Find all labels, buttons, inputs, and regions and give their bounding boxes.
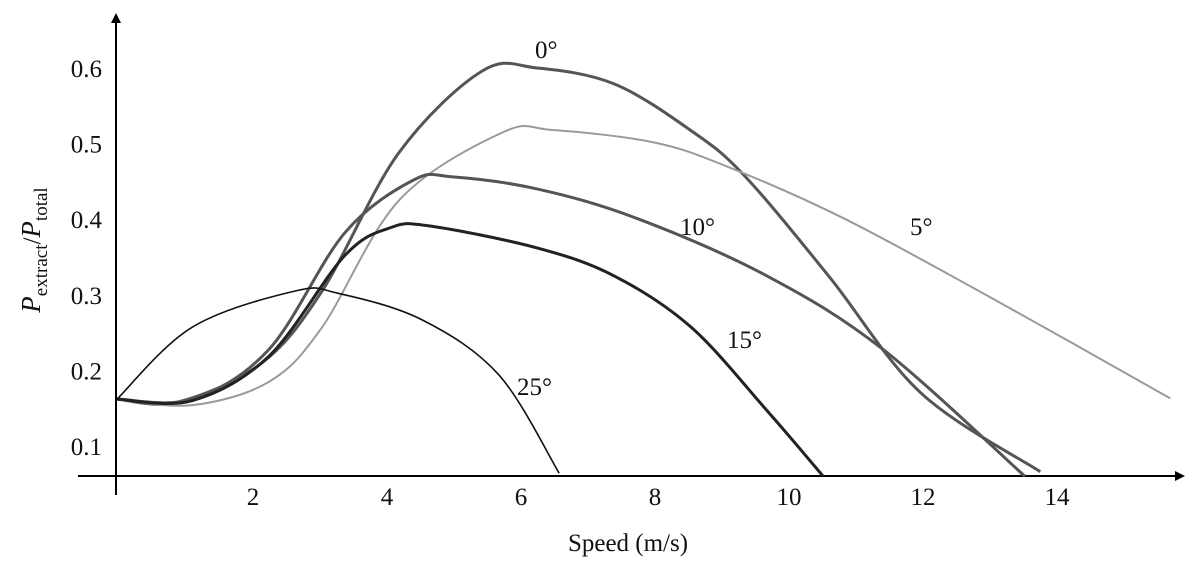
- x-axis-label: Speed (m/s): [568, 530, 688, 557]
- series-line-0: [116, 61, 1042, 473]
- series-label: 25°: [517, 374, 552, 401]
- series-line-1: [116, 124, 1171, 407]
- x-tick-label: 14: [1045, 484, 1071, 511]
- x-tick-label: 2: [247, 484, 260, 511]
- y-tick-label: 0.5: [71, 132, 102, 159]
- x-tick-label: 8: [649, 484, 662, 511]
- y-axis-label: Pextract/Ptotal: [16, 187, 52, 313]
- y-tick-label: 0.6: [71, 56, 102, 83]
- y-tick-label: 0.2: [71, 358, 102, 385]
- x-tick-label: 6: [515, 484, 528, 511]
- series-line-3: [116, 222, 825, 478]
- x-tick-label: 12: [911, 484, 936, 511]
- series-line-2: [116, 172, 1026, 478]
- series-labels: 0° 5° 10° 15° 25°: [517, 37, 933, 401]
- y-tick-labels: 0.1 0.2 0.3 0.4 0.5 0.6: [71, 56, 103, 461]
- y-tick-label: 0.1: [71, 434, 102, 461]
- y-tick-label: 0.3: [71, 283, 102, 310]
- series-label: 10°: [680, 214, 715, 241]
- series-lines: [116, 61, 1171, 478]
- x-tick-labels: 2 4 6 8 10 12 14: [247, 484, 1070, 511]
- series-line-4: [116, 287, 560, 474]
- series-label: 0°: [535, 37, 558, 64]
- x-tick-label: 4: [381, 484, 394, 511]
- x-tick-label: 10: [777, 484, 802, 511]
- y-tick-label: 0.4: [71, 207, 103, 234]
- series-label: 5°: [910, 214, 933, 241]
- series-label: 15°: [727, 327, 762, 354]
